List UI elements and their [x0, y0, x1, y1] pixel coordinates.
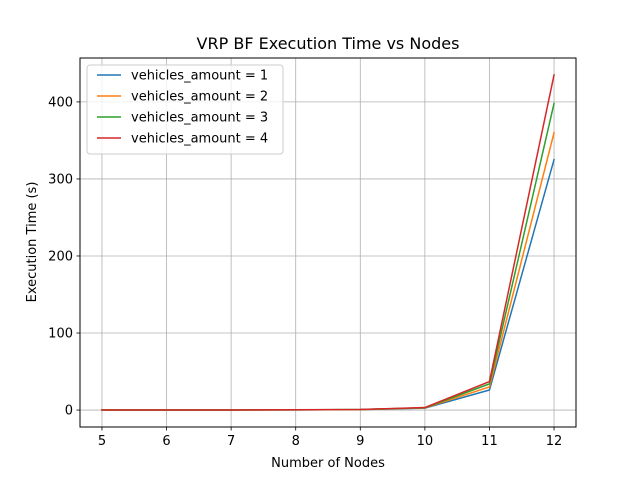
legend-box — [86, 64, 284, 155]
legend-label-4: vehicles_amount = 4 — [131, 132, 268, 147]
legend-label-3: vehicles_amount = 3 — [131, 111, 268, 126]
legend-items: vehicles_amount = 1 vehicles_amount = 2 ve… — [97, 69, 268, 147]
y-tick-label: 200 — [48, 249, 73, 264]
y-tick-label: 300 — [48, 172, 73, 187]
x-tick-label: 12 — [546, 434, 563, 449]
x-axis-label: Number of Nodes — [271, 456, 385, 471]
x-tick-label: 8 — [292, 434, 300, 449]
y-tick-label: 100 — [48, 327, 73, 342]
chart-title: VRP BF Execution Time vs Nodes — [197, 34, 460, 53]
y-tick-label: 0 — [65, 404, 73, 419]
x-tick-label: 5 — [98, 434, 106, 449]
legend-label-1: vehicles_amount = 1 — [131, 69, 268, 84]
x-tick-label: 10 — [417, 434, 434, 449]
legend-label-2: vehicles_amount = 2 — [131, 90, 268, 105]
legend: vehicles_amount = 1 vehicles_amount = 2 ve… — [86, 64, 284, 155]
y-tick-label: 400 — [48, 95, 73, 110]
x-tick-label: 7 — [227, 434, 235, 449]
x-tick-label: 6 — [162, 434, 170, 449]
x-axis-ticks: 5 6 7 8 9 10 11 12 — [98, 427, 562, 449]
y-axis-label: Execution Time (s) — [25, 182, 40, 303]
x-tick-label: 11 — [481, 434, 498, 449]
x-tick-label: 9 — [356, 434, 364, 449]
series-line-4 — [101, 74, 555, 411]
y-axis-ticks: 0 100 200 300 400 — [48, 95, 80, 419]
series-lines — [101, 74, 555, 411]
plot-area-frame — [79, 57, 577, 428]
